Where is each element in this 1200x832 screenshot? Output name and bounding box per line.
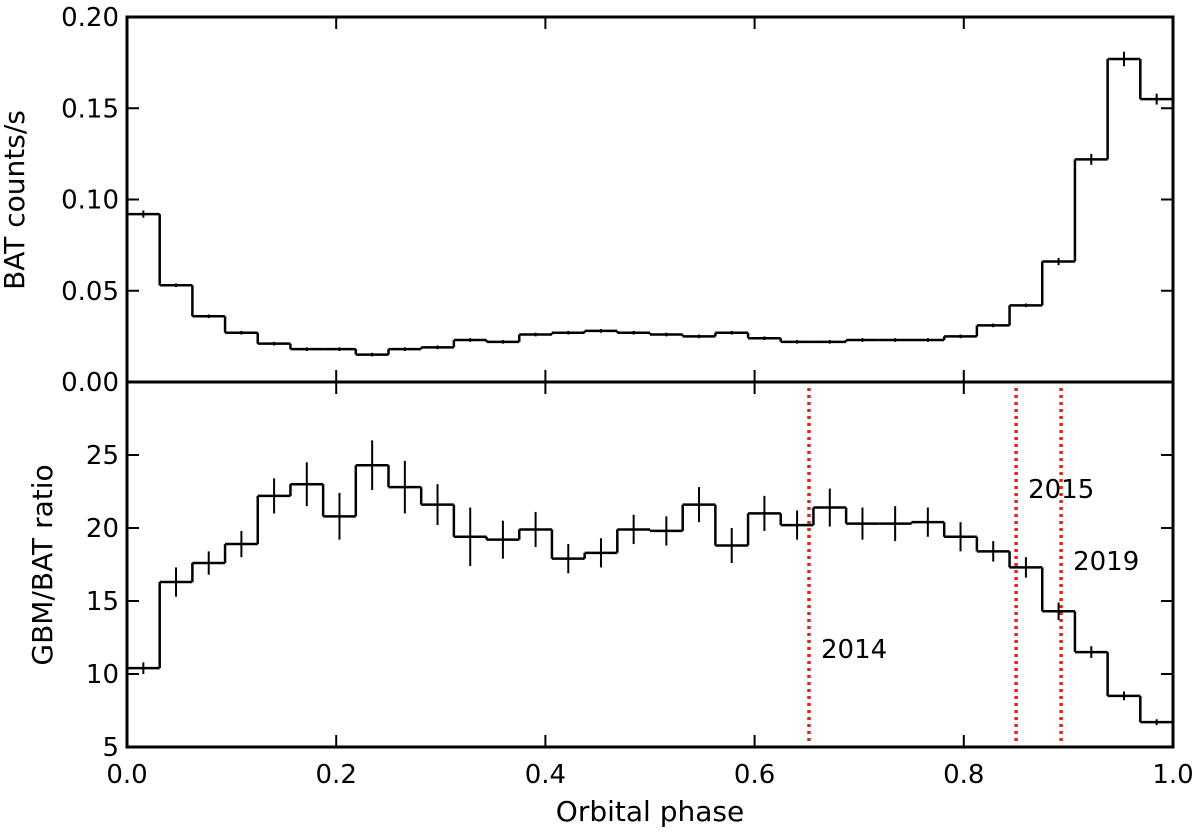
x-axis-label: Orbital phase — [556, 795, 744, 828]
y-tick-label: 5 — [102, 733, 119, 763]
x-tick-label: 0.4 — [525, 760, 566, 790]
y-tick-label: 0.15 — [61, 94, 119, 124]
x-tick-label: 0.8 — [943, 760, 984, 790]
gbm-bat-ratio-series — [127, 440, 1175, 726]
bottom-plot-frame — [125, 380, 1175, 749]
epoch-label-2014: 2014 — [821, 635, 887, 665]
y-tick-label: 25 — [86, 441, 119, 471]
y-tick-label: 20 — [86, 514, 119, 544]
top-y-axis-ticks: 0.00 0.05 0.10 0.15 0.20 — [61, 3, 1173, 398]
x-axis-ticks: 0.0 0.2 0.4 0.6 0.8 1.0 — [106, 17, 1194, 790]
x-tick-label: 0.0 — [106, 760, 147, 790]
top-panel: 0.00 0.05 0.10 0.15 0.20 BAT counts/s — [0, 3, 1175, 398]
y-tick-label: 0.00 — [61, 368, 119, 398]
x-tick-label: 0.2 — [316, 760, 357, 790]
top-y-axis-label: BAT counts/s — [0, 110, 31, 290]
x-tick-label: 1.0 — [1152, 760, 1193, 790]
y-tick-label: 10 — [86, 660, 119, 690]
y-tick-label: 0.05 — [61, 277, 119, 307]
x-tick-label: 0.6 — [734, 760, 775, 790]
y-tick-label: 0.10 — [61, 186, 119, 216]
bottom-y-axis-label: GBM/BAT ratio — [26, 464, 59, 665]
bottom-y-axis-ticks: 5 10 15 20 25 — [86, 441, 1173, 763]
bat-counts-series — [127, 51, 1173, 357]
y-tick-label: 0.20 — [61, 3, 119, 33]
y-tick-label: 15 — [86, 587, 119, 617]
epoch-label-2019: 2019 — [1073, 547, 1139, 577]
top-plot-frame — [125, 15, 1175, 384]
